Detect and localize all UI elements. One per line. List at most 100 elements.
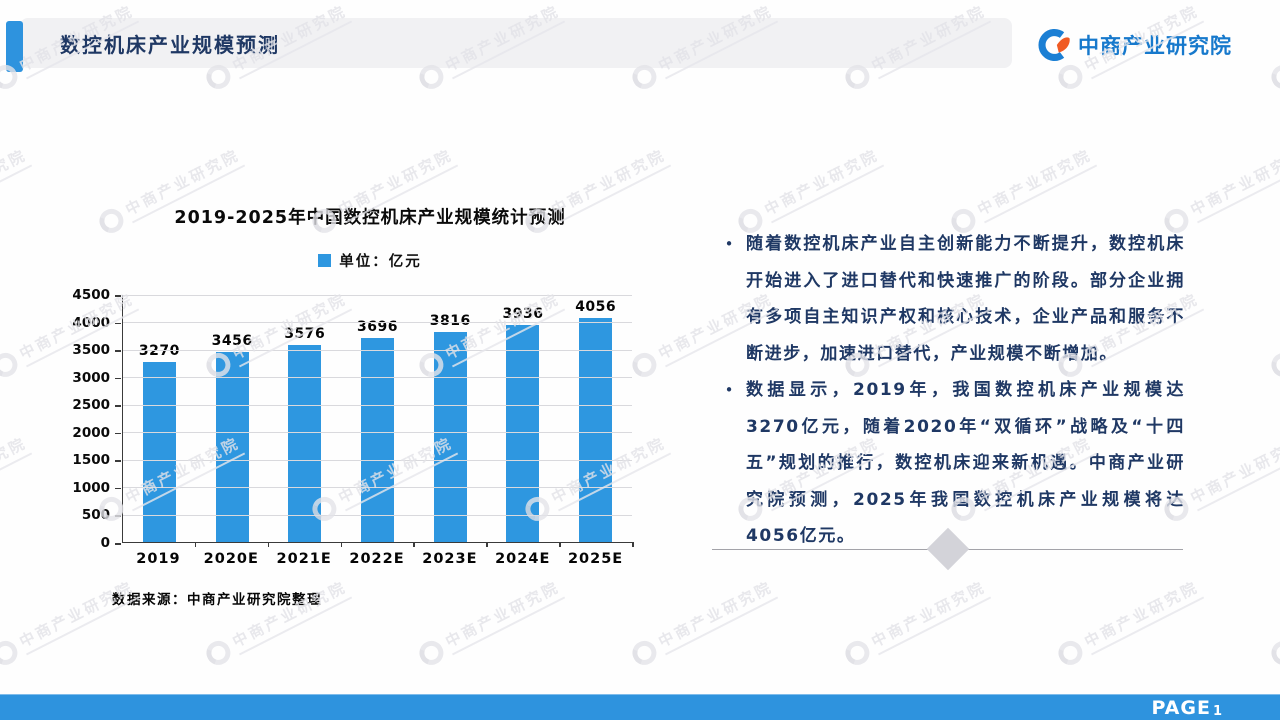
y-axis-tick-label: 3000 xyxy=(72,369,110,386)
chart-title: 2019-2025年中国数控机床产业规模统计预测 xyxy=(174,208,566,228)
watermark-ring-icon xyxy=(628,636,661,669)
watermark: 中商产业研究院 xyxy=(1160,143,1280,237)
bar-value-label: 3576 xyxy=(284,325,326,342)
bar-slot: 3696 xyxy=(341,295,414,542)
watermark: 中商产业研究院 xyxy=(1267,576,1280,669)
watermark-ring-icon xyxy=(0,348,22,381)
x-axis-tick-label: 2024E xyxy=(495,551,551,567)
watermark-ring-icon xyxy=(415,636,448,669)
header-accent-bar xyxy=(6,21,23,72)
watermark-ring-icon xyxy=(1054,60,1087,93)
bars-container: 3270 3456 3576 3696 3816 3936 4056 xyxy=(123,295,632,542)
watermark-ring-icon xyxy=(0,636,22,669)
bullet-text: 数据显示，2019年，我国数控机床产业规模达3270亿元，随着2020年“双循环… xyxy=(746,380,1185,546)
bullet-item: • 数据显示，2019年，我国数控机床产业规模达3270亿元，随着2020年“双循… xyxy=(712,372,1185,555)
bullet-text: 随着数控机床产业自主创新能力不断提升，数控机床开始进入了进口替代和快速推广的阶段… xyxy=(746,234,1185,364)
y-axis-tick-label: 1500 xyxy=(72,452,110,469)
watermark-text: 中商产业研究院 xyxy=(1186,143,1280,224)
y-tick xyxy=(115,543,121,545)
bar-value-label: 4056 xyxy=(575,299,617,316)
bar xyxy=(215,351,249,542)
watermark-ring-icon xyxy=(1267,636,1280,669)
y-axis-tick-label: 4500 xyxy=(72,287,110,303)
watermark-text: 中商产业研究院 xyxy=(441,575,566,656)
y-tick xyxy=(115,460,121,462)
watermark: 中商产业研究院 xyxy=(1267,0,1280,93)
gridline xyxy=(123,349,632,351)
page-number: 1 xyxy=(1212,704,1222,719)
x-axis-tick-label: 2025E xyxy=(567,551,624,567)
bar xyxy=(506,325,540,542)
logo-icon xyxy=(1037,28,1071,62)
y-tick xyxy=(115,322,121,325)
watermark: 中商产业研究院 xyxy=(0,143,33,237)
watermark: 中商产业研究院 xyxy=(415,575,566,669)
footer-bar: PAGE 1 xyxy=(0,694,1280,720)
gridline xyxy=(123,459,632,461)
gridline xyxy=(123,377,632,379)
page-label: PAGE xyxy=(1151,696,1211,719)
y-tick xyxy=(115,432,121,435)
y-tick xyxy=(115,377,121,380)
watermark-ring-icon xyxy=(841,636,874,669)
watermark: 中商产业研究院 xyxy=(1054,575,1205,669)
y-axis-tick-label: 2500 xyxy=(72,397,110,414)
watermark: 中商产业研究院 xyxy=(734,143,885,237)
x-tick xyxy=(194,542,197,547)
x-tick xyxy=(559,542,561,547)
bar xyxy=(433,331,467,542)
bar xyxy=(361,338,395,542)
y-tick xyxy=(115,487,121,490)
y-tick xyxy=(115,515,121,517)
gridline xyxy=(123,404,632,406)
legend-label: 单位：亿元 xyxy=(339,254,422,270)
x-axis-tick-label: 2019 xyxy=(136,551,181,567)
y-axis-tick-label: 0 xyxy=(100,535,110,551)
bar xyxy=(288,344,322,542)
watermark-ring-icon xyxy=(1054,636,1087,669)
watermark-text: 中商产业研究院 xyxy=(1186,431,1280,512)
legend-swatch xyxy=(318,254,332,267)
bar-slot: 4056 xyxy=(559,295,632,542)
y-axis-tick-label: 3500 xyxy=(72,342,110,359)
bar xyxy=(579,318,613,542)
bar-value-label: 3936 xyxy=(502,306,544,323)
y-tick xyxy=(115,405,121,407)
gridline xyxy=(123,322,632,324)
watermark-ring-icon xyxy=(1267,60,1280,93)
x-axis-tick-label: 2022E xyxy=(349,551,405,567)
gridline xyxy=(123,432,632,434)
watermark-ring-icon xyxy=(1267,348,1280,381)
y-axis-tick-label: 2000 xyxy=(72,424,110,441)
x-tick xyxy=(486,542,488,547)
y-axis-tick-label: 4000 xyxy=(72,314,110,331)
bar-value-label: 3816 xyxy=(429,312,471,329)
watermark: 中商产业研究院 xyxy=(841,575,992,669)
x-axis-tick-label: 2023E xyxy=(422,551,478,567)
gridline xyxy=(123,294,632,296)
gridline xyxy=(123,487,632,489)
x-axis-tick-label: 2021E xyxy=(276,551,332,567)
bar-value-label: 3696 xyxy=(357,319,398,336)
watermark-ring-icon xyxy=(628,348,661,381)
x-tick xyxy=(632,542,634,547)
logo-text: 中商产业研究院 xyxy=(1078,34,1232,58)
y-axis-tick-label: 1000 xyxy=(72,479,110,496)
header-band xyxy=(20,18,1012,68)
x-tick xyxy=(413,542,415,547)
watermark: 中商产业研究院 xyxy=(1267,288,1280,381)
bar-slot: 3816 xyxy=(414,295,487,542)
x-axis-labels: 2019 2020E 2021E 2022E 2023E 2024E 2025E xyxy=(122,551,632,567)
y-axis-tick-label: 500 xyxy=(81,507,110,524)
plot-area: 3270 3456 3576 3696 3816 3936 4056 xyxy=(122,294,634,547)
source-note: 数据来源：中商产业研究院整理 xyxy=(112,592,322,608)
watermark: 中商产业研究院 xyxy=(628,575,779,669)
bar-value-label: 3456 xyxy=(211,332,253,349)
y-tick xyxy=(115,350,121,352)
bar-slot: 3576 xyxy=(268,295,341,542)
watermark-text: 中商产业研究院 xyxy=(760,143,885,224)
watermark: 中商产业研究院 xyxy=(0,431,33,525)
bar-slot: 3270 xyxy=(123,295,196,542)
x-axis-tick-label: 2020E xyxy=(203,551,259,567)
logo: 中商产业研究院 xyxy=(1037,28,1232,62)
